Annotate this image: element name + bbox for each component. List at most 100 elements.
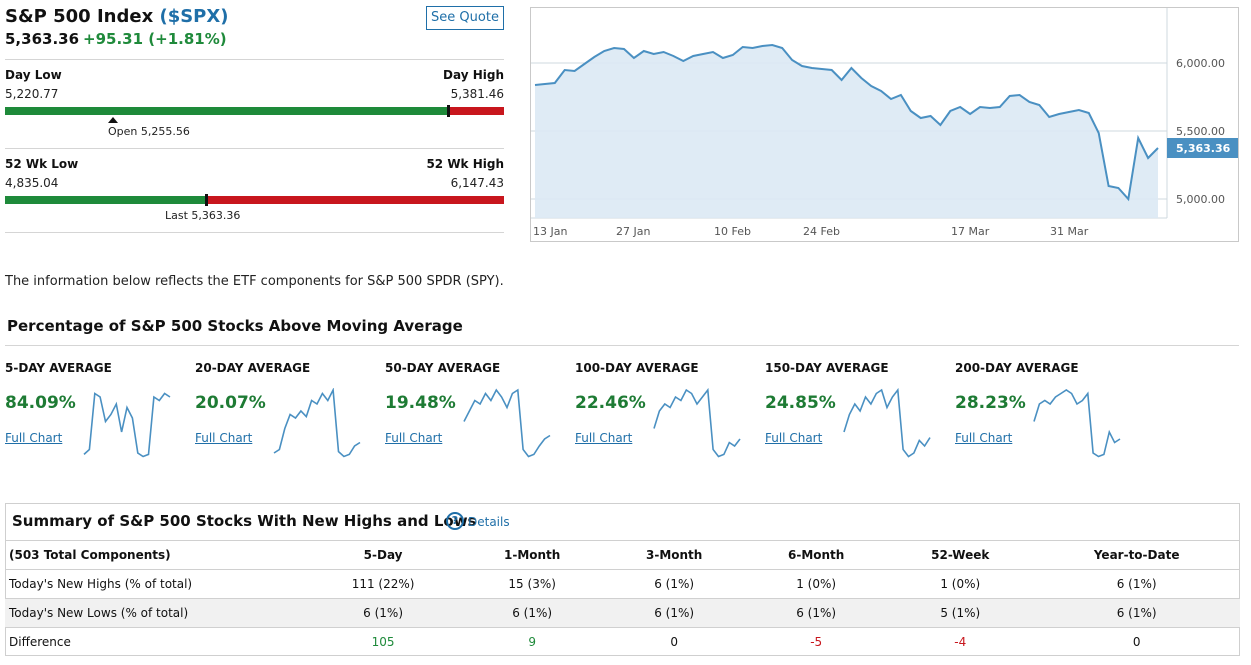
table-cell: 6 (1%) (1033, 569, 1240, 599)
moving-average-label: 200-DAY AVERAGE (955, 361, 1079, 375)
table-cell: 111 (22%) (305, 569, 462, 599)
table-cell: 15 (3%) (461, 569, 604, 599)
current-price-label: 5,363.36 (1176, 142, 1231, 155)
moving-average-value: 20.07% (195, 393, 266, 413)
index-symbol: ($SPX) (159, 6, 229, 27)
see-quote-button[interactable]: See Quote (426, 6, 504, 30)
sparkline-path (1033, 389, 1121, 458)
full-chart-link[interactable]: Full Chart (385, 431, 443, 445)
table-row: Today's New Lows (% of total) 6 (1%) 6 (… (5, 598, 1240, 628)
column-header: 5-Day (305, 540, 462, 570)
table-row: Today's New Highs (% of total) 111 (22%)… (5, 569, 1240, 599)
moving-average-sparkline[interactable] (462, 388, 554, 464)
y-tick-label: 6,000.00 (1176, 57, 1225, 70)
divider (5, 345, 1239, 346)
moving-average-title: Percentage of S&P 500 Stocks Above Movin… (7, 317, 463, 335)
price-chart-svg: 6,000.00 5,500.00 5,000.00 5,363.36 13 J… (531, 8, 1238, 238)
summary-table: (503 Total Components) 5-Day 1-Month 3-M… (5, 540, 1240, 657)
summary-title: Summary of S&P 500 Stocks With New Highs… (12, 512, 477, 530)
price-change: +95.31 (+1.81%) (83, 30, 227, 48)
column-header: 3-Month (603, 540, 746, 570)
sparkline-path (83, 392, 171, 458)
table-cell: 6 (1%) (603, 569, 746, 599)
week52-range-red (206, 196, 504, 204)
full-chart-link[interactable]: Full Chart (5, 431, 63, 445)
difference-cell: 0 (603, 627, 746, 657)
difference-cell: -5 (745, 627, 888, 657)
moving-average-value: 84.09% (5, 393, 76, 413)
x-tick-label: 24 Feb (803, 225, 840, 238)
moving-average-value: 22.46% (575, 393, 646, 413)
sparkline-path (843, 388, 931, 458)
week52-high-label: 52 Wk High (426, 157, 504, 171)
day-high-value: 5,381.46 (450, 87, 504, 101)
moving-average-label: 50-DAY AVERAGE (385, 361, 501, 375)
divider (5, 59, 504, 60)
day-low-label: Day Low (5, 68, 62, 82)
price-area (535, 45, 1158, 218)
moving-average-label: 100-DAY AVERAGE (575, 361, 699, 375)
week52-low-label: 52 Wk Low (5, 157, 79, 171)
week52-range-green (5, 196, 206, 204)
row-label: Difference (5, 627, 305, 657)
column-header: 52-Week (887, 540, 1034, 570)
last-label: Last 5,363.36 (165, 209, 241, 222)
full-chart-link[interactable]: Full Chart (195, 431, 253, 445)
x-tick-label: 27 Jan (616, 225, 650, 238)
table-cell: 6 (1%) (603, 598, 746, 628)
day-low-value: 5,220.77 (5, 87, 59, 101)
week52-high-value: 6,147.43 (450, 176, 504, 190)
x-tick-label: 31 Mar (1050, 225, 1089, 238)
difference-cell: 105 (305, 627, 462, 657)
week52-low-value: 4,835.04 (5, 176, 59, 190)
index-name: S&P 500 Index (5, 6, 154, 27)
day-range-bar (5, 105, 504, 117)
x-tick-label: 10 Feb (714, 225, 751, 238)
moving-average-sparkline[interactable] (652, 388, 744, 464)
full-chart-link[interactable]: Full Chart (765, 431, 823, 445)
column-header: Year-to-Date (1033, 540, 1240, 570)
moving-average-value: 24.85% (765, 393, 836, 413)
table-header-row: (503 Total Components) 5-Day 1-Month 3-M… (5, 540, 1240, 570)
difference-cell: -4 (887, 627, 1034, 657)
difference-cell: 0 (1033, 627, 1240, 657)
sparkline-path (653, 388, 741, 458)
moving-average-label: 150-DAY AVERAGE (765, 361, 889, 375)
moving-average-sparkline[interactable] (82, 388, 174, 464)
column-header: (503 Total Components) (5, 540, 305, 570)
difference-cell: 9 (461, 627, 604, 657)
row-label: Today's New Highs (% of total) (5, 569, 305, 599)
x-tick-label: 13 Jan (533, 225, 567, 238)
table-cell: 6 (1%) (461, 598, 604, 628)
y-tick-label: 5,500.00 (1176, 125, 1225, 138)
table-cell: 6 (1%) (745, 598, 888, 628)
moving-average-value: 19.48% (385, 393, 456, 413)
table-row: Difference 105 9 0 -5 -4 0 (5, 627, 1240, 657)
moving-average-label: 20-DAY AVERAGE (195, 361, 311, 375)
day-range-red (448, 107, 504, 115)
price-chart[interactable]: 6,000.00 5,500.00 5,000.00 5,363.36 13 J… (530, 7, 1239, 242)
full-chart-link[interactable]: Full Chart (575, 431, 633, 445)
divider (5, 232, 504, 233)
open-marker-icon (108, 117, 118, 123)
row-label: Today's New Lows (% of total) (5, 598, 305, 628)
details-link[interactable]: Details (468, 515, 510, 529)
divider (5, 148, 504, 149)
week52-range-bar (5, 194, 504, 206)
column-header: 1-Month (461, 540, 604, 570)
table-cell: 5 (1%) (887, 598, 1034, 628)
full-chart-link[interactable]: Full Chart (955, 431, 1013, 445)
question-circle-icon[interactable]: ? (446, 512, 464, 530)
day-range-green (5, 107, 448, 115)
week52-range-marker (205, 194, 208, 206)
moving-average-value: 28.23% (955, 393, 1026, 413)
x-tick-label: 17 Mar (951, 225, 990, 238)
table-cell: 6 (1%) (1033, 598, 1240, 628)
moving-average-sparkline[interactable] (272, 388, 364, 464)
page-title: S&P 500 Index ($SPX) (5, 6, 228, 27)
price-line (534, 43, 1159, 202)
moving-average-sparkline[interactable] (1032, 388, 1124, 464)
etf-info-text: The information below reflects the ETF c… (5, 274, 504, 289)
moving-average-sparkline[interactable] (842, 388, 934, 464)
sparkline-path (463, 388, 551, 458)
